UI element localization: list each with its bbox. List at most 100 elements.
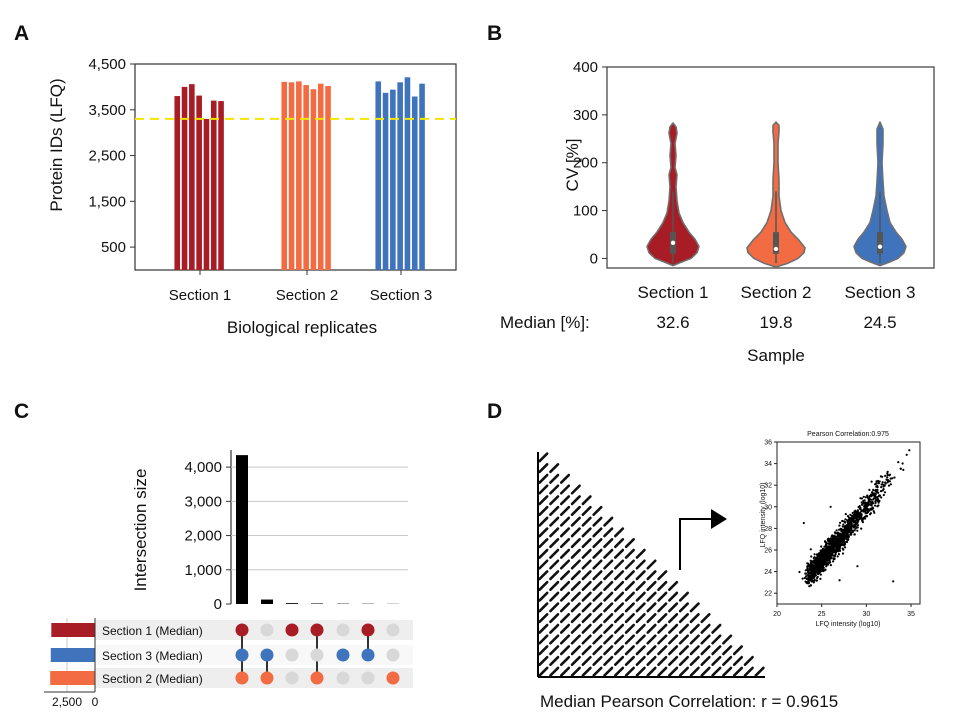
d-inset-point [834, 552, 837, 556]
d-inset-point [840, 530, 843, 533]
d-matrix-cell-scatter [559, 484, 571, 495]
d-inset-point [859, 497, 862, 500]
d-matrix-cell-scatter [700, 666, 711, 677]
b-violin-median-dot [670, 240, 676, 246]
d-matrix-cell-scatter [624, 548, 635, 559]
d-matrix-cell-scatter [732, 645, 744, 656]
d-inset-xtick-label: 20 [773, 611, 781, 618]
d-inset-ytick-label: 34 [764, 461, 772, 468]
d-matrix-cell-scatter [678, 613, 690, 624]
d-inset-point [832, 551, 836, 554]
d-matrix-cell-scatter [646, 655, 657, 666]
d-matrix-cell-scatter [722, 655, 733, 666]
d-inset-point [832, 554, 835, 557]
d-inset-point [838, 545, 841, 548]
d-matrix-cell-scatter [549, 527, 560, 538]
d-arrow-head [711, 509, 727, 529]
d-matrix-cell-scatter [603, 516, 614, 527]
d-matrix-cell-scatter [581, 602, 592, 613]
d-matrix-cell-scatter [700, 645, 711, 656]
d-matrix-cell-scatter [538, 527, 549, 538]
d-inset-point [807, 581, 811, 585]
d-matrix-cell-scatter [657, 580, 668, 591]
d-inset-point [847, 534, 850, 537]
d-inset-point [846, 527, 849, 530]
d-inset-point [876, 488, 879, 491]
d-matrix-cell-scatter [592, 548, 603, 559]
d-matrix-cell-scatter [581, 559, 592, 570]
d-matrix-cell-scatter [754, 666, 765, 677]
d-inset-point [888, 480, 892, 483]
c-matrix-dot [361, 671, 375, 685]
d-matrix-cell-scatter [646, 570, 657, 581]
d-inset-point [844, 546, 847, 549]
d-matrix-cell-scatter [592, 505, 603, 516]
d-inset-point [838, 524, 841, 527]
d-inset-point [816, 557, 819, 560]
a-xlabel: Biological replicates [227, 318, 377, 337]
d-inset-point [866, 503, 869, 506]
d-matrix-cell-scatter [549, 548, 560, 559]
c-matrix-dot [310, 671, 324, 685]
d-matrix-cell-scatter [711, 623, 722, 634]
d-inset-point [871, 500, 874, 503]
d-inset-point [828, 538, 831, 541]
d-inset-point [844, 518, 847, 521]
d-matrix-cell-scatter [549, 591, 560, 602]
a-bar [303, 85, 309, 271]
d-matrix-cell-scatter [678, 602, 690, 613]
d-matrix-cell-scatter [603, 580, 614, 591]
d-inset-point [821, 566, 824, 569]
d-inset-point [809, 571, 813, 574]
c-intersection-bar [286, 603, 298, 604]
d-matrix-cell-scatter [668, 591, 679, 602]
d-matrix-cell-scatter [668, 655, 679, 666]
d-inset-point [845, 536, 848, 539]
a-bar [404, 77, 411, 270]
d-matrix-cell-scatter [722, 666, 733, 677]
d-matrix-cell-scatter [603, 623, 614, 634]
d-inset-point [828, 549, 831, 553]
d-matrix-cell-scatter [657, 645, 668, 656]
c-matrix-dot [361, 623, 375, 637]
d-matrix-cell-scatter [538, 495, 549, 506]
a-bar [210, 100, 217, 270]
d-inset-point [884, 474, 887, 477]
d-matrix-cell-scatter [581, 634, 592, 645]
a-xtick-label: Section 1 [169, 287, 232, 304]
d-matrix-cell-scatter [743, 655, 754, 666]
d-inset-point [864, 511, 867, 514]
d-inset-point [810, 577, 813, 580]
d-inset-point [820, 556, 823, 559]
d-inset-point [825, 564, 828, 567]
d-inset-point [824, 568, 827, 571]
d-inset-point [886, 476, 889, 479]
d-matrix-cell-scatter [549, 516, 560, 527]
d-inset-point [836, 546, 839, 549]
d-inset-point [832, 544, 835, 547]
d-matrix-cell-scatter [678, 666, 690, 677]
d-matrix-cell-scatter [559, 538, 571, 549]
d-matrix-cell-scatter [646, 634, 657, 645]
d-inset-point [831, 537, 834, 540]
d-inset-point [886, 479, 889, 482]
d-inset-point [870, 480, 873, 483]
d-matrix-cell-scatter [657, 591, 668, 602]
d-inset-point [835, 529, 838, 532]
d-matrix-cell-scatter [592, 516, 603, 527]
d-matrix-cell-scatter [538, 580, 549, 591]
d-matrix-cell-scatter [668, 580, 679, 591]
d-inset-point [815, 579, 818, 582]
c-set-label: Section 3 (Median) [102, 649, 203, 663]
d-inset-point [814, 559, 817, 562]
d-inset-point [810, 580, 813, 583]
a-bar [203, 118, 210, 270]
d-inset-point [811, 571, 815, 574]
d-inset-ytick-label: 32 [764, 483, 772, 490]
d-matrix-cell-scatter [657, 666, 668, 677]
d-matrix-cell-scatter [538, 505, 549, 516]
d-inset-point [842, 538, 845, 541]
a-bar [310, 89, 317, 270]
d-inset-point [846, 515, 850, 518]
d-matrix-cell-scatter [592, 645, 603, 656]
